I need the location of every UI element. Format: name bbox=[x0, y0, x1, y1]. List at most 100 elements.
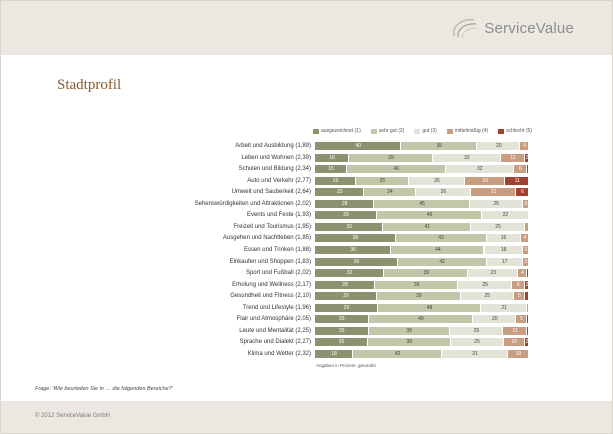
bar-segment bbox=[486, 234, 521, 243]
data-label: 48 bbox=[426, 304, 433, 311]
data-label: 25 bbox=[379, 177, 386, 184]
swirl-logo-icon bbox=[453, 19, 478, 39]
bar-segment bbox=[391, 245, 485, 254]
legend-item: ausgezeichnet (1) bbox=[313, 128, 361, 134]
data-label: 18 bbox=[500, 246, 507, 253]
bar-segment bbox=[355, 176, 410, 185]
data-label: 2 bbox=[525, 154, 529, 161]
bar-segment bbox=[514, 165, 527, 174]
bar-segment bbox=[518, 269, 527, 278]
bar-segment bbox=[315, 326, 369, 335]
bar-segment bbox=[442, 349, 508, 358]
bar-segment bbox=[315, 188, 365, 197]
data-label: 15 bbox=[328, 166, 334, 173]
data-label: 28 bbox=[342, 281, 348, 288]
legend-label: mittelmäßig (4) bbox=[454, 128, 489, 134]
bar-segment bbox=[377, 211, 482, 220]
page-title: Stadtprofil bbox=[57, 77, 122, 93]
data-label: 39 bbox=[415, 293, 422, 300]
category-label: Umwelt und Sauberkeit (2,64) bbox=[231, 189, 311, 196]
data-label: 10 bbox=[515, 350, 522, 357]
data-label: 19 bbox=[332, 177, 339, 184]
data-label: 22 bbox=[502, 212, 509, 219]
bar-segment bbox=[315, 280, 375, 289]
bar-segment bbox=[520, 234, 529, 243]
bar-segment bbox=[374, 280, 459, 289]
bar-segment bbox=[432, 153, 502, 162]
data-label: 39 bbox=[423, 270, 430, 277]
bar-segment bbox=[364, 188, 416, 197]
category-label: Einkaufen und Shoppen (1,83) bbox=[229, 258, 311, 265]
data-label: 23 bbox=[336, 189, 343, 196]
data-label: 6 bbox=[516, 281, 520, 288]
bar-segment bbox=[377, 292, 461, 301]
bar-segment bbox=[384, 269, 469, 278]
bar-segment bbox=[511, 280, 525, 289]
bar-segment bbox=[481, 303, 527, 312]
data-label: 20 bbox=[491, 316, 498, 323]
data-label: 44 bbox=[435, 246, 441, 253]
data-label: 20 bbox=[495, 143, 502, 149]
category-label: Sehenswürdigkeiten und Attraktionen (2,0… bbox=[194, 200, 311, 207]
legend-label: gut (3) bbox=[422, 128, 437, 134]
bar-segment bbox=[524, 280, 529, 289]
bar-segment bbox=[524, 222, 529, 231]
category-label: Trend und Lifestyle (1,96) bbox=[242, 304, 311, 311]
category-label: Klima und Wetter (2,32) bbox=[247, 350, 311, 357]
bar-segment bbox=[526, 165, 529, 174]
bar-segment bbox=[315, 165, 348, 174]
data-label: 23 bbox=[490, 270, 497, 277]
bar-segment bbox=[368, 315, 474, 324]
data-label: 49 bbox=[418, 316, 424, 323]
bar-segment bbox=[520, 142, 529, 150]
data-label: 5 bbox=[517, 293, 521, 300]
data-label: 19 bbox=[482, 177, 488, 184]
data-label: 26 bbox=[434, 177, 440, 184]
data-label: 3 bbox=[524, 200, 528, 207]
bar-segment bbox=[505, 176, 529, 185]
data-label: 32 bbox=[346, 270, 353, 277]
data-label: 2 bbox=[525, 339, 529, 346]
copyright-text: © 2012 ServiceValue GmbH bbox=[35, 413, 111, 419]
data-label: 32 bbox=[476, 166, 483, 173]
bar-segment bbox=[383, 222, 472, 231]
data-label: 28 bbox=[341, 200, 348, 207]
bar-segment bbox=[315, 222, 384, 231]
legend-label: schlecht (5) bbox=[506, 128, 532, 134]
bar-segment bbox=[484, 245, 523, 254]
data-label: 32 bbox=[464, 154, 470, 161]
bar-segment bbox=[471, 222, 525, 231]
bar-segment bbox=[473, 315, 517, 324]
data-label: 4 bbox=[521, 270, 524, 277]
data-label: 25 bbox=[493, 200, 499, 207]
category-label: Events und Feste (1,93) bbox=[246, 212, 311, 219]
bar-segment bbox=[477, 142, 521, 150]
data-label: 32 bbox=[346, 223, 353, 230]
data-label: 6 bbox=[519, 166, 522, 173]
data-label: 10 bbox=[511, 339, 517, 346]
category-label: Essen und Trinken (1,88) bbox=[243, 246, 311, 253]
bar-segment bbox=[315, 292, 378, 301]
bar-segment bbox=[526, 326, 529, 335]
survey-question: Frage: 'Wie beurteilen Sie in … die folg… bbox=[35, 386, 173, 392]
data-label: 29 bbox=[343, 304, 350, 311]
data-label: 25 bbox=[338, 327, 345, 334]
data-label: 25 bbox=[495, 223, 501, 230]
bar-segment bbox=[464, 176, 506, 185]
bar-segment bbox=[526, 269, 529, 278]
data-label: 25 bbox=[484, 293, 491, 300]
data-label: 29 bbox=[343, 212, 349, 219]
bar-segment bbox=[315, 211, 378, 220]
category-label: Leben und Wohnen (2,39) bbox=[241, 154, 311, 161]
data-label: 43 bbox=[438, 235, 444, 242]
data-label: 25 bbox=[338, 339, 345, 346]
data-label: 11 bbox=[514, 177, 520, 184]
data-label: 4 bbox=[523, 235, 527, 242]
bar-segment bbox=[374, 199, 470, 208]
bar-segment bbox=[377, 303, 482, 312]
data-label: 39 bbox=[406, 339, 413, 346]
bar-segment bbox=[503, 326, 527, 335]
bar-segment bbox=[503, 338, 525, 347]
data-label: 11 bbox=[512, 327, 518, 334]
data-label: 35 bbox=[436, 143, 443, 149]
